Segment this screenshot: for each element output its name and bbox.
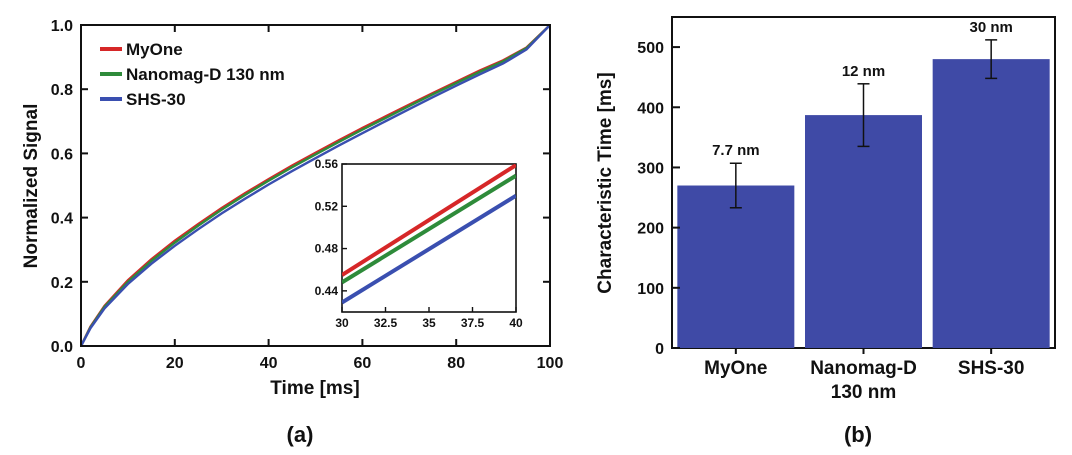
series-line	[79, 24, 551, 347]
inset-x-tick-label: 30	[335, 316, 349, 330]
x-tick-label: 20	[166, 355, 184, 372]
x-tick-label: 100	[537, 355, 564, 372]
y-axis-title: Normalized Signal	[21, 104, 42, 269]
line-chart-panel: 0 20 40 60 80 100 0.0 0.2 0.4 0.6 0.8 1.0 MyOne Nano…	[21, 18, 563, 447]
y-tick-label: 200	[637, 221, 664, 238]
bar	[677, 185, 795, 348]
x-tick-label: 80	[447, 355, 465, 372]
plot-frame	[80, 24, 551, 347]
y-tick-label: 500	[637, 40, 664, 57]
panel-label-b: (b)	[844, 422, 872, 447]
legend-label: SHS-30	[126, 90, 186, 109]
y-tick-label: 0	[655, 341, 664, 358]
x-tick-label: SHS-30	[958, 358, 1025, 379]
x-tick-label: 0	[77, 355, 86, 372]
x-tick-label: 40	[260, 355, 278, 372]
inset-series-line	[342, 193, 516, 305]
y-axis-title: Characteristic Time [ms]	[595, 72, 616, 293]
x-tick-label: Nanomag-D	[810, 358, 917, 379]
panel-label-a: (a)	[287, 422, 314, 447]
y-tick-label: 300	[637, 160, 664, 177]
axis-ticks: 0 100 200 300 400 500 MyOne Nanomag-D 130 nm SHS-…	[637, 40, 1024, 403]
x-tick-label-line2: 130 nm	[831, 382, 896, 403]
bar-chart-panel: 7.7 nm 12 nm 30 nm 0 100 200 300 400 500 MyOne Na…	[595, 16, 1056, 447]
bar-data-label: 7.7 nm	[712, 142, 760, 159]
inset-frame	[341, 163, 517, 313]
y-tick-label: 0.4	[51, 211, 73, 228]
y-tick-label: 100	[637, 281, 664, 298]
inset-y-tick-label: 0.56	[315, 157, 339, 171]
bar	[932, 59, 1050, 349]
inset-y-tick-label: 0.44	[315, 284, 339, 298]
y-tick-label: 0.8	[51, 82, 73, 99]
inset-y-tick-label: 0.48	[315, 242, 339, 256]
series-lines	[79, 24, 551, 347]
inset-x-tick-label: 40	[509, 316, 523, 330]
y-tick-label: 0.6	[51, 146, 73, 163]
y-tick-label: 0.0	[51, 339, 73, 356]
x-axis-title: Time [ms]	[270, 378, 359, 399]
inset-plot: 30 32.5 35 37.5 40 0.44 0.48 0.52 0.56	[315, 157, 523, 330]
inset-x-tick-label: 35	[422, 316, 436, 330]
x-tick-label: MyOne	[704, 358, 767, 379]
y-tick-label: 400	[637, 100, 664, 117]
bar-data-label: 12 nm	[842, 63, 885, 80]
series-line	[79, 24, 551, 347]
legend: MyOne Nanomag-D 130 nm SHS-30	[100, 40, 285, 109]
x-tick-label: 60	[354, 355, 372, 372]
inset-series-line	[342, 173, 516, 285]
inset-x-tick-label: 32.5	[374, 316, 398, 330]
bars: 7.7 nm 12 nm 30 nm	[677, 19, 1050, 349]
y-tick-label: 1.0	[51, 18, 73, 35]
axis-ticks: 0 20 40 60 80 100 0.0 0.2 0.4 0.6 0.8 1.0	[51, 18, 564, 372]
legend-label: MyOne	[126, 40, 183, 59]
bar-data-label: 30 nm	[969, 19, 1012, 36]
y-tick-label: 0.2	[51, 275, 73, 292]
bar	[805, 115, 922, 348]
inset-series-line	[342, 164, 516, 277]
legend-label: Nanomag-D 130 nm	[126, 65, 285, 84]
inset-y-tick-label: 0.52	[315, 199, 339, 213]
inset-x-tick-label: 37.5	[461, 316, 485, 330]
